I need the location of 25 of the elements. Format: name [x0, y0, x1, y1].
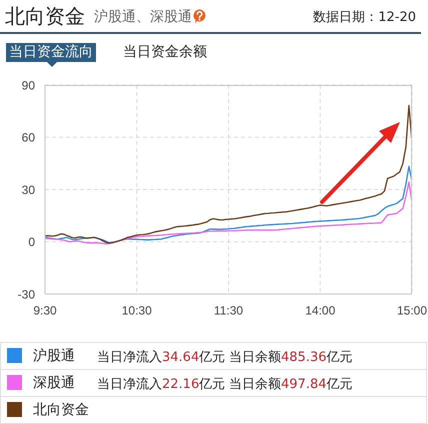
x-tick-label: 9:30	[33, 304, 57, 318]
legend-label: 沪股通	[33, 347, 75, 365]
text: 当日净流入22.16亿元	[97, 377, 226, 392]
x-tick-label: 15:00	[396, 304, 428, 318]
line-series	[45, 166, 412, 244]
y-tick-label: 60	[22, 130, 36, 145]
x-tick-label: 14:00	[305, 304, 336, 318]
text: 当日资金余额	[123, 43, 207, 62]
y-tick-label: -30	[18, 287, 36, 302]
line-series	[45, 181, 412, 244]
text: 当日余额485.36亿元	[229, 350, 352, 365]
y-tick-label: 30	[22, 182, 36, 197]
text: 当日净流入34.64亿元	[97, 350, 226, 365]
legend-label: 深股通	[33, 374, 75, 392]
legend-label: 北向资金	[33, 401, 89, 419]
chart-subtitle: 沪股通、深股通	[94, 8, 192, 26]
chart-title: 北向资金	[5, 3, 85, 30]
x-tick-label: 10:30	[122, 304, 152, 318]
y-tick-label: 0	[28, 235, 36, 250]
text: 当日余额497.84亿元	[229, 377, 352, 392]
text: 数据日期：12-20	[313, 9, 416, 26]
line-series	[45, 104, 412, 244]
x-tick-label: 11:30	[214, 304, 244, 318]
text: 当日资金流向	[6, 43, 96, 62]
y-tick-label: 90	[22, 78, 36, 92]
